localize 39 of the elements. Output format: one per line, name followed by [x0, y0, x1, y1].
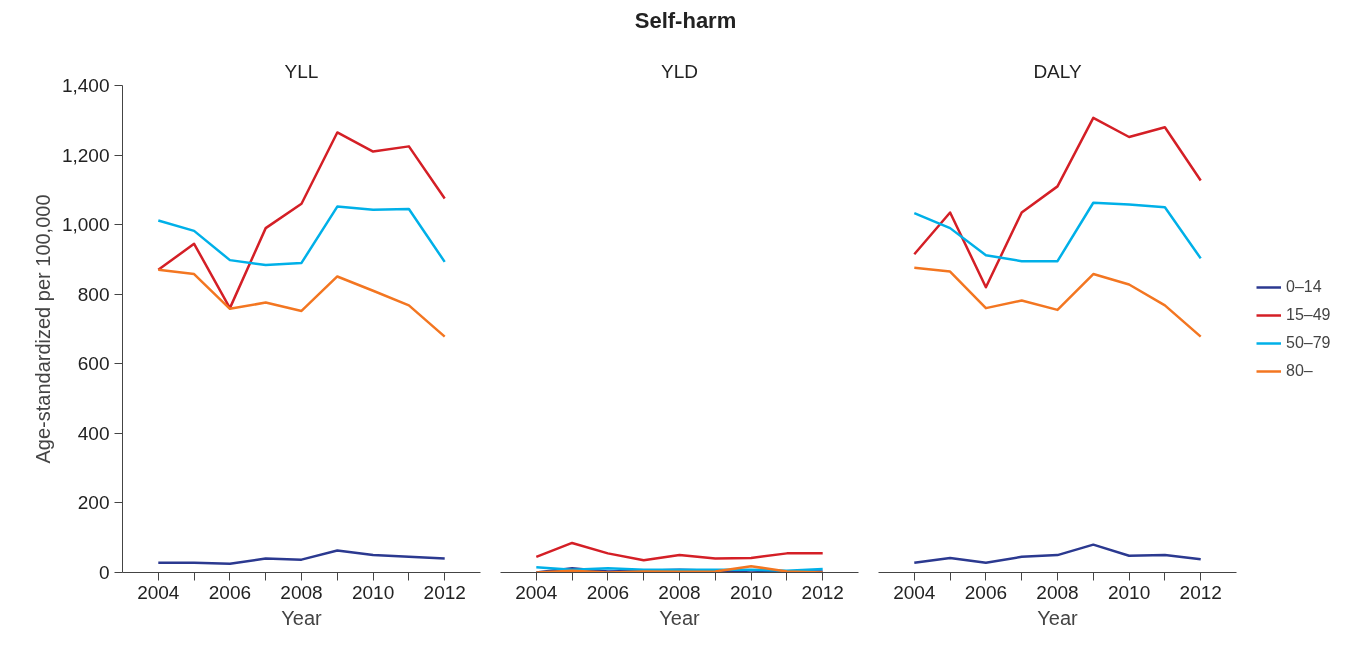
y-tick-label: 800 — [77, 283, 110, 305]
x-tick-label: 2006 — [208, 581, 252, 603]
legend-label: 80– — [1286, 361, 1313, 380]
legend-label: 0–14 — [1286, 277, 1322, 296]
y-tick-label: 600 — [77, 353, 110, 375]
legend-label: 15–49 — [1286, 305, 1331, 324]
x-tick-label: 2004 — [137, 581, 180, 603]
y-tick-label: 0 — [98, 562, 110, 583]
x-tick-label: 2008 — [658, 581, 701, 603]
x-tick-label: 2006 — [586, 581, 630, 603]
chart-subtitle: YLL — [284, 60, 319, 82]
line-series — [157, 268, 446, 338]
x-axis-title: Year — [281, 606, 323, 629]
x-axis-title: Year — [659, 606, 701, 629]
line-series — [157, 205, 446, 267]
chart-subtitle: DALY — [1033, 60, 1082, 82]
x-tick-label: 2012 — [1179, 581, 1222, 603]
line-series — [157, 131, 446, 310]
y-tick-label: 1,000 — [61, 214, 110, 236]
y-tick-label: 1,200 — [61, 144, 110, 166]
x-tick-label: 2012 — [801, 581, 844, 603]
x-tick-label: 2010 — [351, 581, 395, 603]
x-tick-label: 2008 — [1036, 581, 1079, 603]
x-tick-label: 2010 — [729, 581, 773, 603]
x-tick-label: 2004 — [515, 581, 558, 603]
line-series — [157, 549, 446, 566]
x-tick-label: 2006 — [964, 581, 1008, 603]
legend-label: 50–79 — [1286, 333, 1331, 352]
x-axis-title: Year — [1037, 606, 1079, 629]
x-tick-label: 2004 — [893, 581, 936, 603]
y-axis-title: Age-standardized per 100,000 — [31, 194, 54, 464]
x-tick-label: 2008 — [280, 581, 323, 603]
chart-subtitle: YLD — [661, 60, 698, 82]
x-tick-label: 2012 — [423, 581, 466, 603]
x-tick-label: 2010 — [1107, 581, 1151, 603]
y-tick-label: 200 — [77, 492, 110, 514]
y-tick-label: 1,400 — [61, 75, 110, 96]
chart-title: Self-harm — [634, 7, 737, 33]
y-tick-label: 400 — [77, 422, 110, 444]
